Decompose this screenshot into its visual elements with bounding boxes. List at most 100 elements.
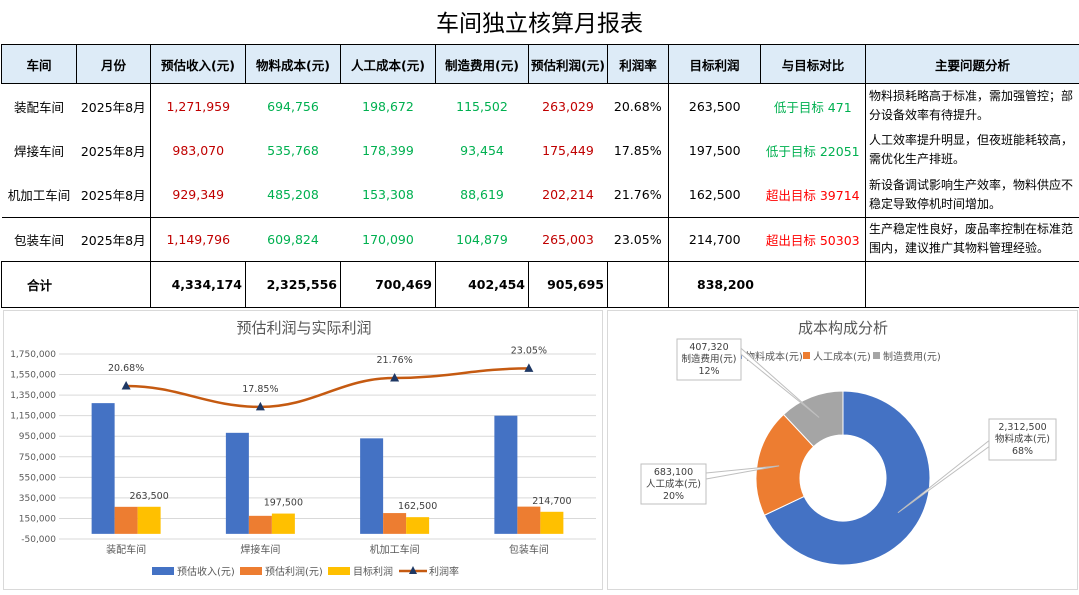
x-tick-label: 焊接车间 [240, 543, 280, 556]
total-label: 合计 [2, 262, 151, 308]
cell-analysis: 人工效率提升明显，但夜班能耗较高，需优化生产排班。 [866, 128, 1079, 173]
cell-rate: 17.85% [608, 128, 669, 173]
cell-labor: 178,399 [341, 128, 436, 173]
cell-profit: 265,003 [529, 217, 608, 262]
bar-target [540, 512, 563, 534]
column-header: 主要问题分析 [866, 45, 1079, 84]
line-data-label: 20.68% [108, 363, 144, 374]
cell-compare: 低于目标 471 [761, 84, 866, 129]
legend-swatch [240, 567, 262, 575]
cell-rate: 21.76% [608, 173, 669, 218]
y-tick-label: 150,000 [19, 514, 56, 524]
cell-workshop: 包装车间 [2, 217, 77, 262]
cell-revenue: 1,149,796 [151, 217, 246, 262]
line-data-label: 23.05% [511, 345, 547, 356]
total-material: 2,325,556 [246, 262, 341, 308]
profit-chart-panel: 预估利润与实际利润 1,750,000 1,550,000 1,350,000 1,15… [3, 310, 603, 590]
y-tick-label: 950,000 [19, 432, 56, 442]
callout-value-label: 2,312,500 [998, 422, 1046, 433]
bar-target [272, 514, 295, 534]
cell-compare: 超出目标 39714 [761, 173, 866, 218]
x-tick-label: 机加工车间 [370, 543, 420, 556]
callout-percent: 20% [663, 491, 684, 502]
cell-overhead: 93,454 [436, 128, 529, 173]
chart-title: 预估利润与实际利润 [236, 319, 371, 337]
y-tick-label: 750,000 [19, 453, 56, 463]
cell-workshop: 装配车间 [2, 84, 77, 129]
callout-name: 物料成本(元) [995, 433, 1050, 445]
cell-rate: 23.05% [608, 217, 669, 262]
total-overhead: 402,454 [436, 262, 529, 308]
cell-material: 485,208 [246, 173, 341, 218]
legend-label: 利润率 [429, 565, 459, 578]
cell-material: 609,824 [246, 217, 341, 262]
column-header: 制造费用(元) [436, 45, 529, 84]
report-table: 车间月份预估收入(元)物料成本(元)人工成本(元)制造费用(元)预估利润(元)利… [1, 44, 1079, 308]
y-tick-label: 1,550,000 [10, 371, 56, 381]
column-header: 预估收入(元) [151, 45, 246, 84]
x-tick-label: 包装车间 [509, 543, 549, 556]
cell-month: 2025年8月 [77, 84, 151, 129]
cell-month: 2025年8月 [77, 128, 151, 173]
cell-analysis: 物料损耗略高于标准，需加强管控；部分设备效率有待提升。 [866, 84, 1079, 129]
bar-data-label: 263,500 [129, 491, 168, 502]
y-tick-label: 550,000 [19, 473, 56, 483]
bar-profit [249, 516, 272, 534]
cell-labor: 153,308 [341, 173, 436, 218]
cell-labor: 198,672 [341, 84, 436, 129]
legend-swatch [328, 567, 350, 575]
total-revenue: 4,334,174 [151, 262, 246, 308]
y-tick-label: 1,750,000 [10, 350, 56, 360]
cell-target: 197,500 [669, 128, 761, 173]
report-title: 车间独立核算月报表 [0, 4, 1079, 38]
line-data-label: 17.85% [242, 384, 278, 395]
callout-percent: 12% [698, 366, 719, 377]
chart-title: 成本构成分析 [798, 319, 888, 337]
bar-profit [517, 507, 540, 534]
cell-revenue: 929,349 [151, 173, 246, 218]
legend-label: 人工成本(元) [813, 350, 871, 363]
cell-rate: 20.68% [608, 84, 669, 129]
cell-target: 162,500 [669, 173, 761, 218]
cell-material: 535,768 [246, 128, 341, 173]
column-header: 月份 [77, 45, 151, 84]
legend-swatch [803, 352, 810, 359]
column-header: 利润率 [608, 45, 669, 84]
cell-labor: 170,090 [341, 217, 436, 262]
bar-revenue [92, 403, 115, 534]
cell-analysis: 生产稳定性良好，废品率控制在标准范围内，建议推广其物料管理经验。 [866, 217, 1079, 262]
y-tick-label: -50,000 [21, 535, 56, 545]
bar-data-label: 197,500 [264, 498, 303, 509]
cell-target: 214,700 [669, 217, 761, 262]
y-tick-label: 1,350,000 [10, 391, 56, 401]
bar-data-label: 214,700 [532, 496, 571, 507]
cell-revenue: 1,271,959 [151, 84, 246, 129]
y-tick-label: 1,150,000 [10, 412, 56, 422]
legend-label: 制造费用(元) [883, 350, 941, 363]
cell-month: 2025年8月 [77, 217, 151, 262]
callout-value-label: 683,100 [654, 467, 693, 478]
cell-overhead: 104,879 [436, 217, 529, 262]
bar-revenue [226, 433, 249, 534]
legend-swatch [873, 352, 880, 359]
cell-overhead: 115,502 [436, 84, 529, 129]
cell-month: 2025年8月 [77, 173, 151, 218]
cell-workshop: 焊接车间 [2, 128, 77, 173]
callout-name: 制造费用(元) [682, 353, 737, 365]
bar-revenue [494, 416, 517, 534]
total-labor: 700,469 [341, 262, 436, 308]
bar-target [406, 517, 429, 534]
cell-target: 263,500 [669, 84, 761, 129]
profit-chart: 预估利润与实际利润 1,750,000 1,550,000 1,350,000 1,15… [4, 311, 604, 591]
cost-chart: 成本构成分析物料成本(元)人工成本(元)制造费用(元)2,312,500物料成本… [608, 311, 1079, 591]
y-tick-label: 350,000 [19, 494, 56, 504]
bar-profit [115, 507, 138, 534]
line-data-label: 21.76% [377, 355, 413, 366]
cell-compare: 超出目标 50303 [761, 217, 866, 262]
total-empty [866, 262, 1079, 308]
